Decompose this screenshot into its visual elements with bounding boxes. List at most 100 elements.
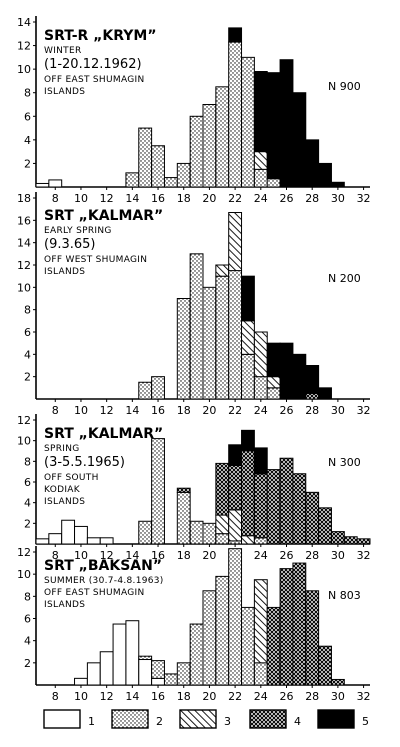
bar-16-class-2: [151, 438, 165, 545]
x-tick-label: 8: [52, 690, 59, 703]
bar-26-class-5: [279, 59, 294, 188]
x-tick-label: 24: [254, 549, 268, 562]
legend-swatch-5: [317, 709, 355, 729]
y-tick-label: 2: [24, 157, 31, 170]
bar-17-class-2: [163, 673, 178, 686]
x-tick-label: 22: [228, 192, 242, 205]
x-tick-label: 24: [254, 690, 268, 703]
bar-15-class-2: [138, 127, 153, 188]
bar-8-class-1: [48, 179, 63, 188]
legend-label-5: 5: [362, 715, 369, 728]
bar-30-class-4: [330, 531, 345, 545]
y-tick-label: 2: [24, 657, 31, 670]
bar-13-class-1: [112, 623, 127, 686]
x-tick-label: 22: [228, 690, 242, 703]
bar-32-class-4: [356, 538, 371, 545]
bar-10-class-1: [74, 677, 88, 686]
bar-24-class-5: [253, 71, 268, 153]
x-tick-label: 26: [280, 690, 294, 703]
bar-22-class-2: [228, 41, 243, 188]
y-tick-label: 10: [17, 435, 31, 448]
y-tick-label: 6: [24, 476, 31, 489]
bar-21-class-3: [215, 514, 230, 535]
x-tick-label: 16: [151, 690, 165, 703]
y-tick-label: 10: [17, 281, 31, 294]
bar-16-class-2: [151, 145, 165, 188]
x-tick-label: 18: [177, 404, 191, 417]
y-tick-label: 4: [24, 348, 31, 361]
x-tick-label: 12: [100, 192, 114, 205]
bar-17-class-2: [163, 177, 178, 188]
x-tick-label: 12: [100, 549, 114, 562]
bar-11-class-1: [86, 662, 101, 686]
x-tick-label: 20: [202, 690, 216, 703]
x-tick-label: 28: [305, 549, 319, 562]
bar-23-class-3: [241, 535, 255, 545]
bar-12-class-1: [99, 537, 114, 545]
bar-16-class-2: [151, 660, 165, 679]
bar-7-class-1: [35, 182, 50, 188]
bar-21-class-2: [215, 86, 230, 188]
panel-line-2: OFF EAST SHUMAGIN: [44, 588, 145, 598]
bar-26-class-4: [279, 457, 294, 545]
x-tick-label: 16: [151, 192, 165, 205]
legend-swatch-3: [179, 709, 217, 729]
panel-line-1: WINTER: [44, 46, 82, 56]
bar-20-class-2: [202, 590, 217, 686]
panel-line-2: (1-20.12.1962): [44, 57, 142, 72]
y-tick-label: 14: [17, 16, 31, 29]
legend-swatch-1: [43, 709, 81, 729]
legend-label-2: 2: [156, 715, 163, 728]
x-tick-label: 20: [202, 192, 216, 205]
bar-30-class-5: [330, 181, 345, 188]
x-tick-label: 18: [177, 549, 191, 562]
x-tick-label: 10: [74, 690, 88, 703]
panel-line-3: OFF SOUTH: [44, 473, 99, 483]
bar-19-class-2: [189, 520, 204, 545]
panel-title: SRT „KALMAR”: [44, 426, 163, 442]
bar-18-class-2: [176, 662, 191, 686]
x-tick-label: 22: [228, 404, 242, 417]
y-tick-label: 6: [24, 110, 31, 123]
x-tick-label: 30: [331, 690, 345, 703]
x-tick-label: 14: [125, 404, 139, 417]
x-tick-label: 30: [331, 549, 345, 562]
bar-27-class-4: [292, 473, 307, 545]
panel-line-4: ISLANDS: [44, 87, 85, 97]
panel-line-4: KODIAK: [44, 485, 81, 495]
panel-line-4: ISLANDS: [44, 267, 85, 277]
x-tick-label: 8: [52, 549, 59, 562]
panel-line-2: (3-5.5.1965): [44, 455, 125, 470]
bar-29-class-5: [318, 162, 332, 188]
y-tick-label: 4: [24, 497, 31, 510]
y-tick-label: 6: [24, 326, 31, 339]
bar-16-class-1: [151, 677, 165, 686]
legend-swatch-4: [249, 709, 287, 729]
legend: 1 2 3 4 5: [43, 709, 369, 729]
bar-9-class-1: [61, 519, 76, 545]
x-tick-label: 28: [305, 192, 319, 205]
bar-12-class-1: [99, 651, 114, 686]
x-tick-label: 14: [125, 690, 139, 703]
bar-28-class-5: [305, 139, 320, 188]
bar-25-class-5: [266, 342, 281, 378]
legend-label-4: 4: [294, 715, 301, 728]
panel-line-2: (9.3.65): [44, 237, 96, 252]
bar-21-class-2: [215, 575, 230, 686]
bar-15-class-2: [138, 655, 153, 661]
bar-28-class-4: [305, 491, 320, 545]
y-tick-label: 12: [17, 259, 31, 272]
x-tick-label: 30: [331, 192, 345, 205]
bar-23-class-2: [241, 606, 255, 686]
panel-title: SRT „BAKSAN”: [44, 558, 162, 574]
legend-swatch-2: [111, 709, 149, 729]
x-tick-label: 32: [357, 690, 371, 703]
sample-size-label: N 200: [328, 272, 361, 285]
bar-19-class-2: [189, 115, 204, 188]
bar-26-class-5: [279, 342, 294, 400]
bar-25-class-5: [266, 72, 281, 180]
y-tick-label: 12: [17, 40, 31, 53]
bar-20-class-2: [202, 104, 217, 188]
x-tick-label: 14: [125, 192, 139, 205]
bar-24-class-3: [253, 151, 268, 170]
